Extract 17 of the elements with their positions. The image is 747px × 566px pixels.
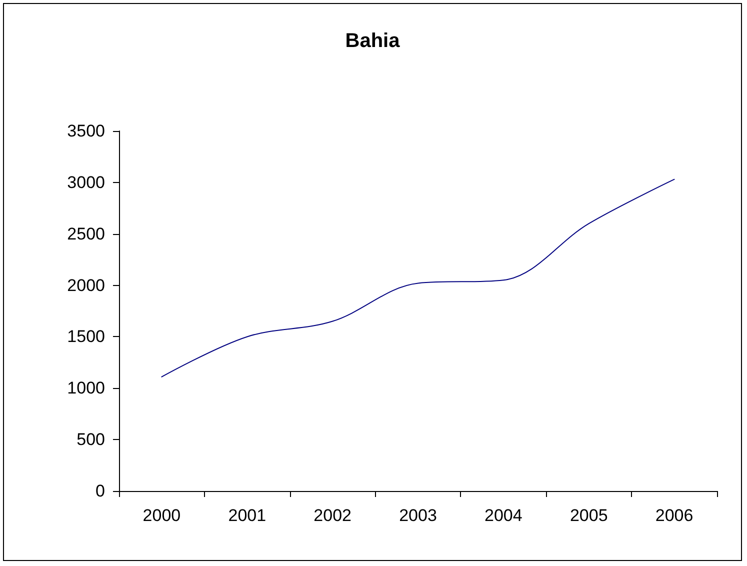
x-tick-label: 2002 — [314, 506, 352, 525]
y-tick-label: 2500 — [67, 224, 105, 244]
y-tick-label: 3000 — [67, 172, 105, 192]
x-tick-label: 2003 — [399, 506, 437, 525]
x-tick-label: 2001 — [228, 506, 266, 525]
y-tick-label: 1500 — [67, 327, 105, 346]
y-tick-label: 0 — [96, 482, 105, 500]
x-tick-label: 2006 — [655, 506, 694, 525]
line-series — [161, 178, 675, 378]
y-tick-label: 1000 — [67, 378, 105, 398]
y-tick-label: 500 — [76, 430, 105, 450]
x-tick-label: 2005 — [570, 506, 608, 525]
x-tick-label: 2000 — [142, 506, 181, 525]
chart-title: Bahia — [345, 30, 401, 52]
y-tick-label: 3500 — [67, 122, 105, 140]
y-tick-label: 2000 — [67, 276, 105, 295]
x-tick-label: 2004 — [484, 506, 522, 525]
